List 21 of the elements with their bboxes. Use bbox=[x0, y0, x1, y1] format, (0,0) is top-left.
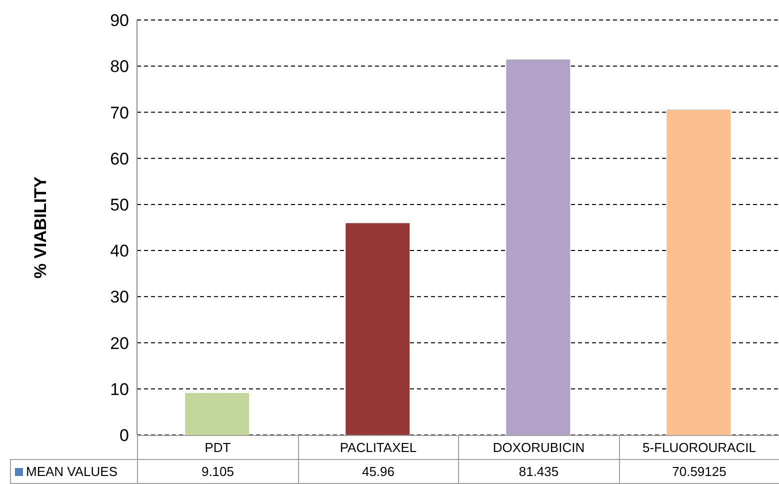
y-tick-label: 70 bbox=[110, 103, 129, 122]
y-tick-label: 50 bbox=[110, 195, 129, 214]
y-tick-label: 10 bbox=[110, 380, 129, 399]
y-tick-label: 30 bbox=[110, 288, 129, 307]
x-tick-label: PDT bbox=[137, 435, 298, 460]
y-tick-label: 20 bbox=[110, 334, 129, 353]
data-label: 70.59125 bbox=[618, 459, 779, 484]
y-tick-label: 60 bbox=[110, 149, 129, 168]
bar bbox=[185, 393, 250, 435]
data-label: 9.105 bbox=[137, 459, 298, 484]
y-tick-label: 80 bbox=[110, 57, 129, 76]
x-tick-label: DOXORUBICIN bbox=[458, 435, 620, 460]
y-axis-title: % VIABILITY bbox=[31, 176, 50, 279]
y-tick-label: 0 bbox=[120, 426, 129, 446]
x-tick-label: PACLITAXEL bbox=[298, 435, 459, 460]
data-label: 81.435 bbox=[458, 459, 620, 484]
x-tick-label: 5-FLUOROURACIL bbox=[618, 435, 779, 460]
text: MEAN VALUES bbox=[10, 459, 138, 484]
y-tick-label: 90 bbox=[110, 11, 129, 30]
data-label: 45.96 bbox=[298, 459, 459, 484]
y-tick-label: 40 bbox=[110, 242, 129, 261]
